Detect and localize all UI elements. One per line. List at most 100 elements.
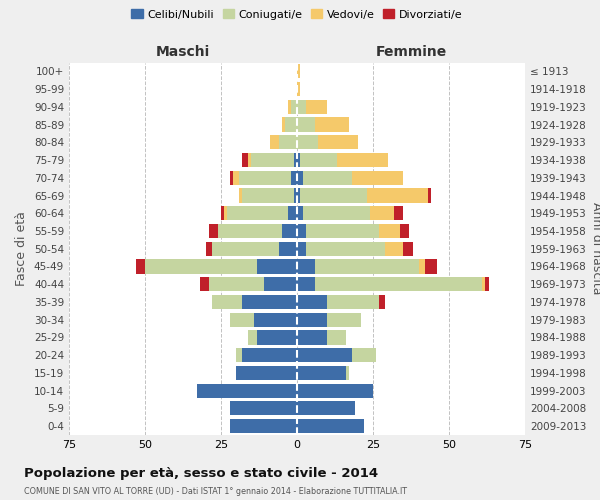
- Bar: [212, 242, 279, 256]
- Bar: [291, 170, 297, 185]
- Bar: [200, 277, 209, 291]
- Bar: [385, 242, 403, 256]
- Bar: [306, 242, 385, 256]
- Bar: [279, 242, 297, 256]
- Bar: [303, 170, 352, 185]
- Text: Femmine: Femmine: [376, 45, 446, 59]
- Bar: [306, 100, 328, 114]
- Bar: [485, 277, 488, 291]
- Bar: [230, 419, 297, 433]
- Bar: [242, 295, 297, 309]
- Bar: [221, 206, 224, 220]
- Y-axis label: Fasce di età: Fasce di età: [16, 212, 28, 286]
- Bar: [212, 295, 242, 309]
- Bar: [297, 170, 303, 185]
- Bar: [400, 224, 409, 238]
- Bar: [227, 206, 288, 220]
- Bar: [263, 277, 297, 291]
- Bar: [297, 366, 346, 380]
- Bar: [425, 260, 437, 274]
- Bar: [346, 366, 349, 380]
- Bar: [428, 188, 431, 202]
- Bar: [482, 277, 485, 291]
- Bar: [206, 242, 212, 256]
- Bar: [242, 348, 297, 362]
- Bar: [315, 118, 349, 132]
- Bar: [224, 206, 227, 220]
- Bar: [297, 330, 328, 344]
- Bar: [230, 312, 254, 327]
- Bar: [297, 118, 315, 132]
- Bar: [300, 188, 367, 202]
- Bar: [197, 384, 297, 398]
- Y-axis label: Anni di nascita: Anni di nascita: [590, 202, 600, 295]
- Bar: [291, 100, 297, 114]
- Bar: [282, 224, 297, 238]
- Bar: [288, 100, 291, 114]
- Bar: [328, 330, 346, 344]
- Bar: [297, 206, 303, 220]
- Bar: [403, 242, 413, 256]
- Bar: [297, 260, 315, 274]
- Bar: [297, 135, 318, 150]
- Bar: [257, 260, 297, 274]
- Bar: [297, 100, 306, 114]
- Bar: [300, 153, 337, 167]
- Bar: [236, 366, 297, 380]
- Bar: [297, 348, 352, 362]
- Bar: [236, 348, 242, 362]
- Bar: [328, 295, 379, 309]
- Bar: [379, 295, 385, 309]
- Bar: [297, 419, 364, 433]
- Bar: [297, 402, 355, 415]
- Bar: [297, 242, 306, 256]
- Bar: [288, 206, 297, 220]
- Bar: [297, 153, 300, 167]
- Bar: [297, 64, 300, 78]
- Text: Maschi: Maschi: [156, 45, 210, 59]
- Bar: [303, 206, 370, 220]
- Bar: [239, 188, 242, 202]
- Bar: [254, 312, 297, 327]
- Bar: [294, 153, 297, 167]
- Bar: [218, 224, 282, 238]
- Bar: [230, 402, 297, 415]
- Text: Popolazione per età, sesso e stato civile - 2014: Popolazione per età, sesso e stato civil…: [24, 468, 378, 480]
- Bar: [242, 153, 248, 167]
- Bar: [297, 384, 373, 398]
- Bar: [242, 188, 294, 202]
- Bar: [209, 277, 263, 291]
- Text: COMUNE DI SAN VITO AL TORRE (UD) - Dati ISTAT 1° gennaio 2014 - Elaborazione TUT: COMUNE DI SAN VITO AL TORRE (UD) - Dati …: [24, 488, 407, 496]
- Bar: [257, 330, 297, 344]
- Bar: [282, 118, 285, 132]
- Bar: [297, 295, 328, 309]
- Bar: [209, 224, 218, 238]
- Bar: [279, 135, 297, 150]
- Bar: [419, 260, 425, 274]
- Bar: [294, 188, 297, 202]
- Bar: [248, 153, 251, 167]
- Bar: [352, 170, 403, 185]
- Bar: [251, 153, 294, 167]
- Bar: [394, 206, 403, 220]
- Bar: [328, 312, 361, 327]
- Bar: [269, 135, 279, 150]
- Bar: [297, 312, 328, 327]
- Bar: [233, 170, 239, 185]
- Bar: [239, 170, 291, 185]
- Legend: Celibi/Nubili, Coniugati/e, Vedovi/e, Divorziati/e: Celibi/Nubili, Coniugati/e, Vedovi/e, Di…: [127, 4, 467, 24]
- Bar: [337, 153, 388, 167]
- Bar: [318, 135, 358, 150]
- Bar: [285, 118, 297, 132]
- Bar: [370, 206, 394, 220]
- Bar: [248, 330, 257, 344]
- Bar: [297, 188, 300, 202]
- Bar: [352, 348, 376, 362]
- Bar: [297, 277, 315, 291]
- Bar: [379, 224, 400, 238]
- Bar: [315, 277, 482, 291]
- Bar: [297, 224, 306, 238]
- Bar: [306, 224, 379, 238]
- Bar: [145, 260, 257, 274]
- Bar: [297, 82, 300, 96]
